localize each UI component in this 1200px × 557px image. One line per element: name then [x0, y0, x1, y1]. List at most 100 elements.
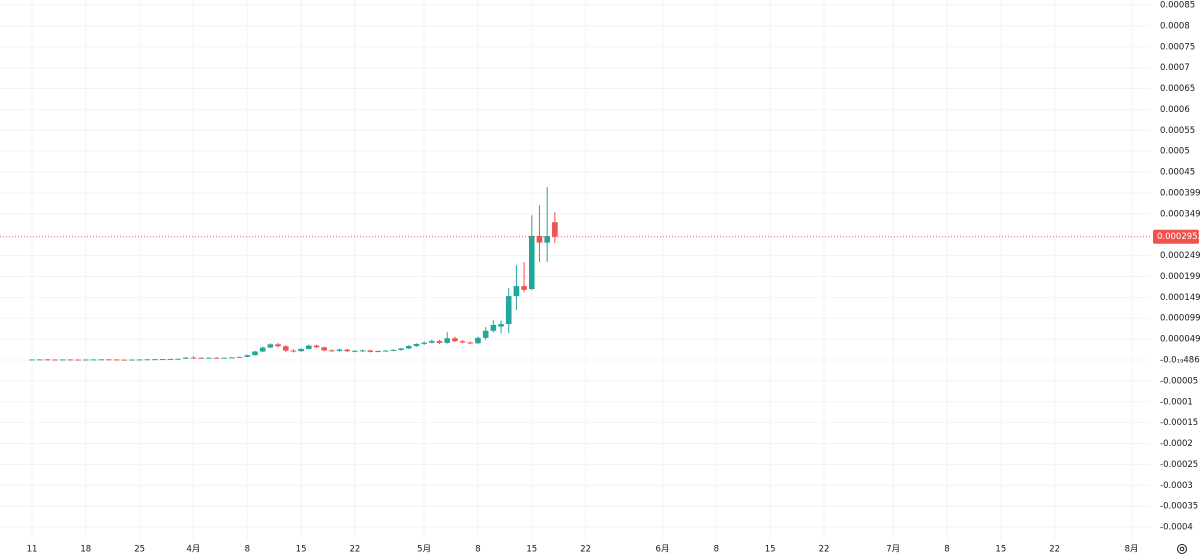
candle-body: [106, 359, 112, 361]
x-tick-label: 15: [526, 545, 537, 555]
x-tick-label: 22: [580, 545, 591, 555]
candle-body: [298, 348, 304, 352]
candle-body: [390, 349, 397, 351]
x-tick-label: 8: [475, 545, 480, 555]
x-tick-label: 8: [714, 545, 719, 555]
candle-body: [436, 340, 443, 343]
x-tick-label: 11: [27, 545, 38, 555]
x-tick-label: 15: [995, 545, 1006, 555]
settings-icon[interactable]: [1177, 544, 1187, 554]
x-tick-label: 22: [1049, 545, 1060, 555]
candle-body: [475, 337, 481, 344]
y-tick-label: 0.0007: [1160, 63, 1190, 73]
candle-body: [405, 346, 412, 349]
candle-body: [244, 355, 251, 357]
candle-body: [413, 343, 420, 347]
candle-body: [429, 340, 435, 343]
candle-body: [167, 358, 174, 360]
candle-body: [36, 359, 43, 361]
y-tick-label: -0.0004: [1160, 523, 1193, 533]
y-tick-label: 0.0005: [1160, 147, 1190, 157]
x-tick-label: 7月: [886, 545, 900, 555]
candle-body: [90, 359, 97, 361]
candle-body: [352, 350, 358, 352]
candle-body: [267, 344, 274, 348]
y-tick-label: -0.0003: [1160, 481, 1193, 491]
candle-body: [113, 359, 120, 361]
candle-body: [198, 357, 204, 359]
y-tick-label: 0.00045: [1160, 168, 1195, 178]
candle-body: [544, 235, 550, 243]
candle-body: [83, 359, 89, 361]
y-tick-label: -0.00035: [1160, 502, 1198, 512]
candle-body: [152, 359, 158, 361]
candle-body: [359, 350, 366, 352]
candle-body: [521, 286, 527, 290]
candle-body: [98, 359, 104, 361]
y-tick-label: 0.00004999: [1160, 335, 1200, 345]
candle-body: [282, 346, 289, 351]
y-tick-label: 0.0008: [1160, 21, 1190, 31]
candle-body: [344, 349, 351, 352]
candle-body: [513, 286, 520, 297]
candle-body: [159, 359, 166, 361]
x-tick-label: 4月: [186, 545, 200, 555]
candle-body: [321, 347, 327, 351]
last-price-badge: [1153, 229, 1199, 244]
candle-body: [498, 324, 504, 327]
candle-body: [29, 359, 35, 361]
candle-body: [398, 348, 404, 350]
y-tick-label: 0.00055: [1160, 126, 1195, 136]
candle-body: [229, 357, 235, 359]
candle-body: [121, 359, 128, 361]
x-tick-label: 25: [134, 545, 145, 555]
candle-body: [482, 330, 489, 338]
candle-body: [144, 359, 151, 361]
candle-body: [44, 359, 51, 361]
candle-body: [505, 296, 512, 325]
x-tick-label: 6月: [656, 545, 670, 555]
candle-body: [190, 357, 197, 359]
candle-body: [536, 235, 543, 243]
candle-body: [421, 342, 427, 344]
x-tick-label: 18: [80, 545, 91, 555]
y-tick-label: -0.00015: [1160, 418, 1198, 428]
candle-body: [336, 349, 343, 352]
candle-body: [290, 350, 297, 352]
candle-body: [175, 358, 181, 360]
candle-body: [52, 359, 58, 361]
candle-body: [382, 350, 389, 352]
candle-body: [528, 235, 535, 290]
y-tick-label: -0.0002: [1160, 439, 1193, 449]
candle-body: [467, 342, 474, 344]
candle-body: [67, 359, 74, 361]
candle-body: [136, 359, 143, 361]
candle-body: [329, 350, 335, 352]
candle-body: [375, 351, 381, 353]
candle-body: [129, 359, 135, 361]
candle-body: [305, 345, 312, 349]
y-tick-label: -0.0₁₉486: [1160, 356, 1200, 366]
candle-body: [75, 359, 81, 361]
y-tick-label: -0.0001: [1160, 397, 1193, 407]
y-tick-label: 0.0003499: [1160, 209, 1200, 219]
last-price-label: 0.0002952: [1157, 232, 1200, 242]
y-tick-label: 0.0001499: [1160, 293, 1200, 303]
candle-body: [444, 338, 451, 343]
y-tick-label: 0.0006: [1160, 105, 1190, 115]
y-tick-label: 0.00075: [1160, 42, 1195, 52]
candle-body: [221, 357, 228, 359]
candle-body: [182, 357, 189, 359]
candle-body: [275, 344, 281, 347]
y-tick-label: 0.0003999: [1160, 188, 1200, 198]
x-tick-label: 8: [944, 545, 949, 555]
y-tick-label: 0.00085: [1160, 1, 1195, 11]
y-tick-label: -0.00025: [1160, 460, 1198, 470]
candle-body: [313, 345, 320, 348]
candle-body: [59, 359, 66, 361]
y-tick-label: -0.00005: [1160, 376, 1198, 386]
x-tick-label: 15: [765, 545, 776, 555]
y-tick-label: 0.00009999: [1160, 314, 1200, 324]
candle-body: [552, 222, 558, 237]
